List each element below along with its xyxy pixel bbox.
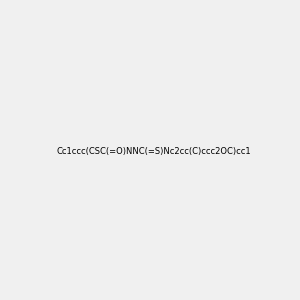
Text: Cc1ccc(CSC(=O)NNC(=S)Nc2cc(C)ccc2OC)cc1: Cc1ccc(CSC(=O)NNC(=S)Nc2cc(C)ccc2OC)cc1 bbox=[56, 147, 251, 156]
